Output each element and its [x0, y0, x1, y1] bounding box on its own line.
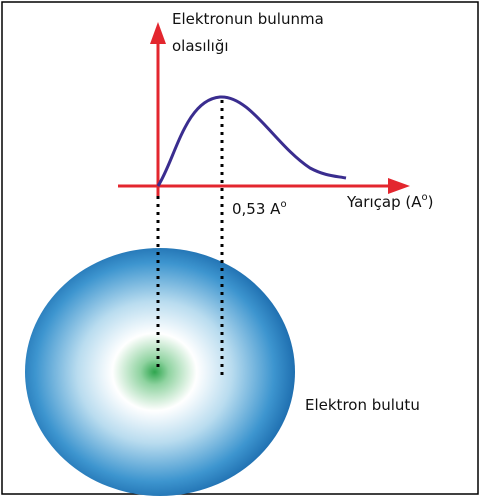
x-text: Yarıçap (A [346, 193, 422, 211]
x-end: ) [428, 193, 434, 211]
peak-text: 0,53 A [232, 200, 281, 218]
diagram: Elektronun bulunma olasılığı 0,53 Ao Yar… [0, 0, 482, 498]
electron-cloud [25, 248, 295, 496]
cloud-label: Elektron bulutu [305, 396, 420, 414]
x-axis-label: Yarıçap (Ao) [346, 192, 433, 211]
peak-sup: o [280, 199, 286, 210]
y-axis-label: olasılığı [172, 37, 229, 55]
peak-label: 0,53 Ao [232, 199, 287, 218]
y-axis-label: Elektronun bulunma [172, 10, 324, 28]
